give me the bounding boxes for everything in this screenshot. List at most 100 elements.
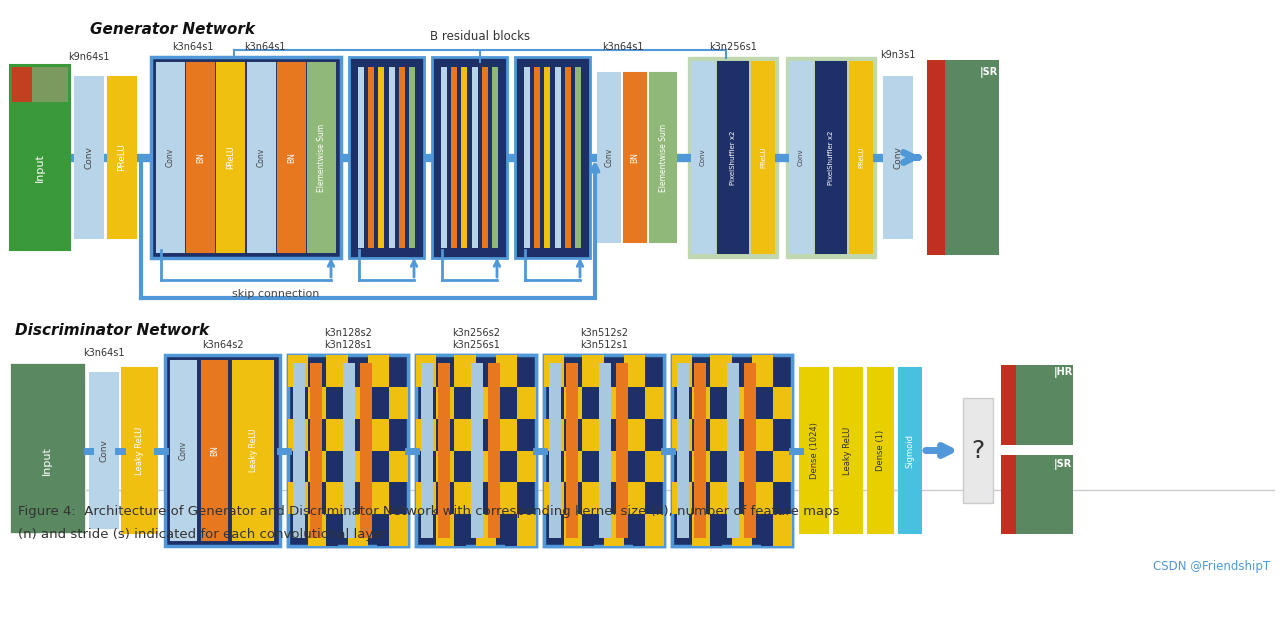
Bar bbox=[710, 482, 722, 514]
Bar bbox=[677, 363, 689, 538]
Bar bbox=[710, 418, 722, 451]
Bar bbox=[564, 514, 584, 546]
Bar bbox=[1001, 365, 1015, 444]
Bar bbox=[233, 361, 273, 540]
Bar bbox=[672, 355, 792, 546]
Bar bbox=[288, 418, 308, 451]
Bar bbox=[604, 451, 624, 482]
Text: k3n64s1: k3n64s1 bbox=[84, 348, 125, 358]
Text: Elementwise Sum: Elementwise Sum bbox=[317, 124, 326, 191]
Bar bbox=[801, 368, 828, 533]
Bar bbox=[495, 355, 516, 387]
Bar bbox=[349, 57, 423, 258]
Bar bbox=[327, 418, 338, 451]
Bar bbox=[454, 482, 466, 514]
Bar bbox=[387, 514, 408, 546]
Text: |SR: |SR bbox=[1054, 459, 1072, 470]
Bar bbox=[14, 373, 85, 533]
Bar bbox=[515, 57, 589, 258]
Text: Conv: Conv bbox=[85, 146, 94, 169]
Bar bbox=[650, 73, 676, 242]
Bar bbox=[584, 418, 604, 451]
Bar bbox=[202, 361, 227, 540]
Text: (n) and stride (s) indicated for each convolutional layer.: (n) and stride (s) indicated for each co… bbox=[18, 528, 390, 541]
Text: |LR: |LR bbox=[37, 72, 53, 82]
Bar bbox=[308, 514, 328, 546]
Bar bbox=[293, 363, 305, 538]
Bar bbox=[752, 62, 773, 253]
Bar bbox=[604, 514, 624, 546]
Bar bbox=[772, 451, 792, 482]
Text: Sigmoid: Sigmoid bbox=[906, 434, 915, 467]
Bar bbox=[438, 363, 449, 538]
Text: |SR: |SR bbox=[979, 67, 999, 77]
Bar bbox=[575, 67, 582, 248]
Bar bbox=[171, 361, 196, 540]
Bar bbox=[516, 451, 535, 482]
Bar bbox=[544, 355, 564, 387]
Bar bbox=[471, 363, 483, 538]
Bar bbox=[108, 77, 136, 238]
Text: PReLU: PReLU bbox=[761, 147, 766, 168]
Bar bbox=[604, 387, 624, 418]
Text: k3n256s1: k3n256s1 bbox=[709, 42, 757, 52]
Text: BN: BN bbox=[196, 152, 205, 163]
Text: Conv: Conv bbox=[179, 441, 188, 460]
Bar bbox=[583, 451, 595, 482]
Bar bbox=[564, 451, 584, 482]
Bar bbox=[476, 387, 495, 418]
Bar bbox=[718, 62, 748, 253]
Bar bbox=[476, 514, 495, 546]
Bar bbox=[377, 355, 389, 387]
Text: k3n64s2: k3n64s2 bbox=[202, 340, 243, 350]
Bar bbox=[633, 387, 645, 418]
Bar bbox=[327, 387, 338, 418]
Text: k3n64s1: k3n64s1 bbox=[245, 42, 286, 52]
Bar bbox=[524, 67, 530, 248]
Bar bbox=[151, 57, 341, 258]
Bar bbox=[516, 514, 535, 546]
Text: PReLU: PReLU bbox=[858, 147, 864, 168]
Bar bbox=[544, 355, 664, 546]
Bar bbox=[772, 387, 792, 418]
Bar bbox=[308, 63, 335, 252]
Bar bbox=[488, 363, 501, 538]
Text: k3n64s1: k3n64s1 bbox=[172, 42, 214, 52]
Bar bbox=[752, 482, 772, 514]
Bar bbox=[761, 387, 772, 418]
Bar bbox=[927, 60, 999, 255]
Bar bbox=[927, 60, 945, 255]
Bar bbox=[583, 514, 595, 546]
Text: Conv: Conv bbox=[166, 148, 175, 167]
Text: BN: BN bbox=[287, 152, 296, 163]
Bar bbox=[624, 482, 644, 514]
Text: PReLU: PReLU bbox=[117, 143, 126, 171]
Bar bbox=[744, 363, 755, 538]
Bar bbox=[288, 355, 408, 546]
Bar bbox=[692, 387, 712, 418]
Bar bbox=[10, 363, 85, 533]
Text: skip connection: skip connection bbox=[233, 289, 319, 299]
Bar bbox=[90, 373, 118, 528]
Bar bbox=[10, 65, 69, 250]
Bar bbox=[548, 363, 561, 538]
Bar bbox=[360, 363, 372, 538]
Bar bbox=[516, 387, 535, 418]
Bar bbox=[454, 514, 466, 546]
Bar bbox=[672, 355, 692, 387]
Bar bbox=[672, 355, 792, 546]
Bar bbox=[347, 514, 368, 546]
Bar bbox=[583, 482, 595, 514]
Bar bbox=[633, 514, 645, 546]
Bar bbox=[327, 451, 338, 482]
Text: Conv: Conv bbox=[798, 149, 804, 166]
Bar bbox=[963, 398, 994, 503]
Bar bbox=[710, 355, 722, 387]
Bar bbox=[790, 62, 812, 253]
Bar bbox=[761, 418, 772, 451]
Text: k3n64s1: k3n64s1 bbox=[602, 42, 644, 52]
Bar bbox=[752, 418, 772, 451]
Bar bbox=[583, 387, 595, 418]
Bar bbox=[416, 355, 535, 546]
Text: BN: BN bbox=[631, 152, 640, 163]
